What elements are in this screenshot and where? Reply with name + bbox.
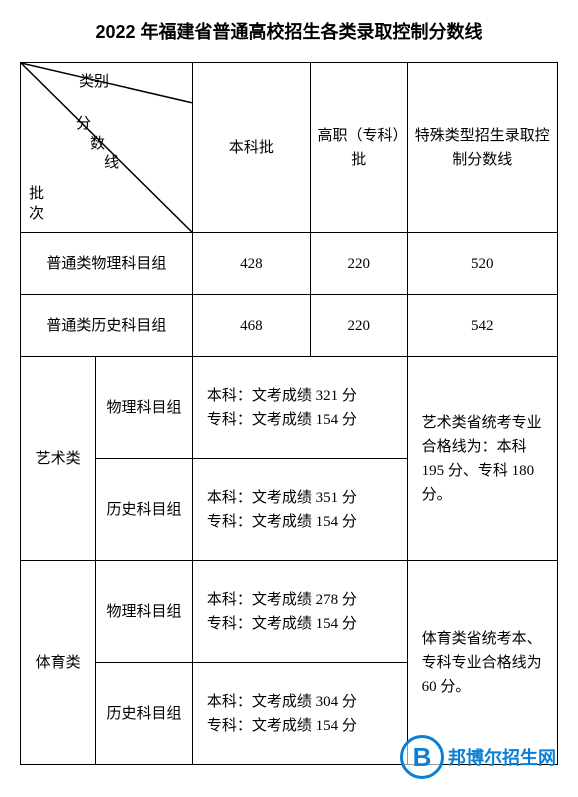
col-undergrad: 本科批 xyxy=(192,63,310,233)
val-sport-history: 本科：文考成绩 304 分专科：文考成绩 154 分 xyxy=(192,663,407,765)
row-sport-physics: 体育类 物理科目组 本科：文考成绩 278 分专科：文考成绩 154 分 体育类… xyxy=(21,561,558,663)
label-sport-history: 历史科目组 xyxy=(96,663,193,765)
val-history-undergrad: 468 xyxy=(192,295,310,357)
header-score-label: 分 数 线 xyxy=(76,115,119,174)
val-physics-undergrad: 428 xyxy=(192,233,310,295)
page-title: 2022 年福建省普通高校招生各类录取控制分数线 xyxy=(20,18,558,44)
val-physics-special: 520 xyxy=(407,233,557,295)
val-art-history: 本科：文考成绩 351 分专科：文考成绩 154 分 xyxy=(192,459,407,561)
label-history-general: 普通类历史科目组 xyxy=(21,295,193,357)
note-art: 艺术类省统考专业合格线为：本科 195 分、专科 180 分。 xyxy=(407,357,557,561)
header-category-label: 类别 xyxy=(79,73,109,93)
label-art-physics: 物理科目组 xyxy=(96,357,193,459)
val-history-vocational: 220 xyxy=(310,295,407,357)
score-table: 类别 分 数 线 批 次 本科批 高职（专科）批 特殊类型招生录取控制分数线 普… xyxy=(20,62,558,765)
val-sport-physics: 本科：文考成绩 278 分专科：文考成绩 154 分 xyxy=(192,561,407,663)
col-special: 特殊类型招生录取控制分数线 xyxy=(407,63,557,233)
row-art-physics: 艺术类 物理科目组 本科：文考成绩 321 分专科：文考成绩 154 分 艺术类… xyxy=(21,357,558,459)
row-physics-general: 普通类物理科目组 428 220 520 xyxy=(21,233,558,295)
col-vocational: 高职（专科）批 xyxy=(310,63,407,233)
label-sport: 体育类 xyxy=(21,561,96,765)
header-batch-label: 批 次 xyxy=(29,185,44,224)
label-sport-physics: 物理科目组 xyxy=(96,561,193,663)
label-physics-general: 普通类物理科目组 xyxy=(21,233,193,295)
val-physics-vocational: 220 xyxy=(310,233,407,295)
label-art-history: 历史科目组 xyxy=(96,459,193,561)
header-row: 类别 分 数 线 批 次 本科批 高职（专科）批 特殊类型招生录取控制分数线 xyxy=(21,63,558,233)
val-art-physics: 本科：文考成绩 321 分专科：文考成绩 154 分 xyxy=(192,357,407,459)
val-history-special: 542 xyxy=(407,295,557,357)
row-history-general: 普通类历史科目组 468 220 542 xyxy=(21,295,558,357)
label-art: 艺术类 xyxy=(21,357,96,561)
note-sport: 体育类省统考本、专科专业合格线为 60 分。 xyxy=(407,561,557,765)
diagonal-header-cell: 类别 分 数 线 批 次 xyxy=(21,63,193,233)
